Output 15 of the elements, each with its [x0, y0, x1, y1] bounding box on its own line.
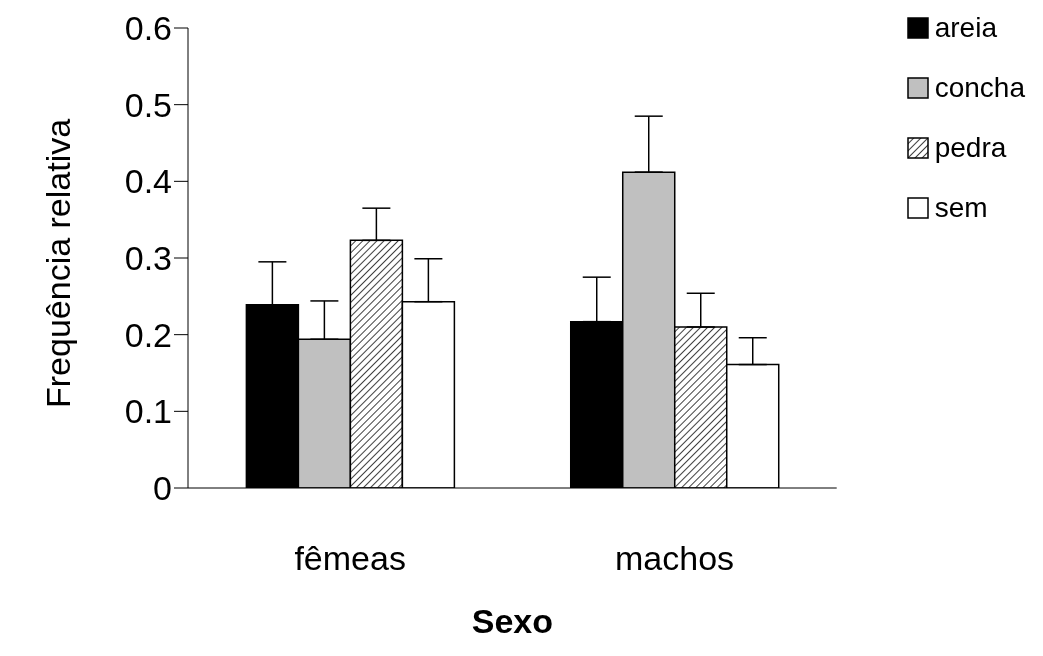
x-tick-label: fêmeas [294, 539, 406, 578]
legend-label: sem [934, 192, 988, 224]
x-tick-label: machos [615, 539, 735, 578]
y-tick-label: 0 [153, 469, 172, 508]
legend-label: areia [934, 12, 997, 44]
x-axis-title: Sexo [471, 602, 553, 640]
y-axis-title: Frequência relativa [39, 118, 78, 408]
legend-label: pedra [934, 132, 1007, 164]
y-tick-label: 0.1 [124, 392, 172, 431]
y-tick-label: 0.6 [124, 9, 172, 48]
legend-label: concha [934, 72, 1025, 104]
y-tick-label: 0.2 [124, 315, 172, 354]
y-tick-label: 0.4 [124, 162, 172, 201]
y-tick-label: 0.3 [124, 239, 172, 278]
y-tick-label: 0.5 [124, 85, 172, 124]
